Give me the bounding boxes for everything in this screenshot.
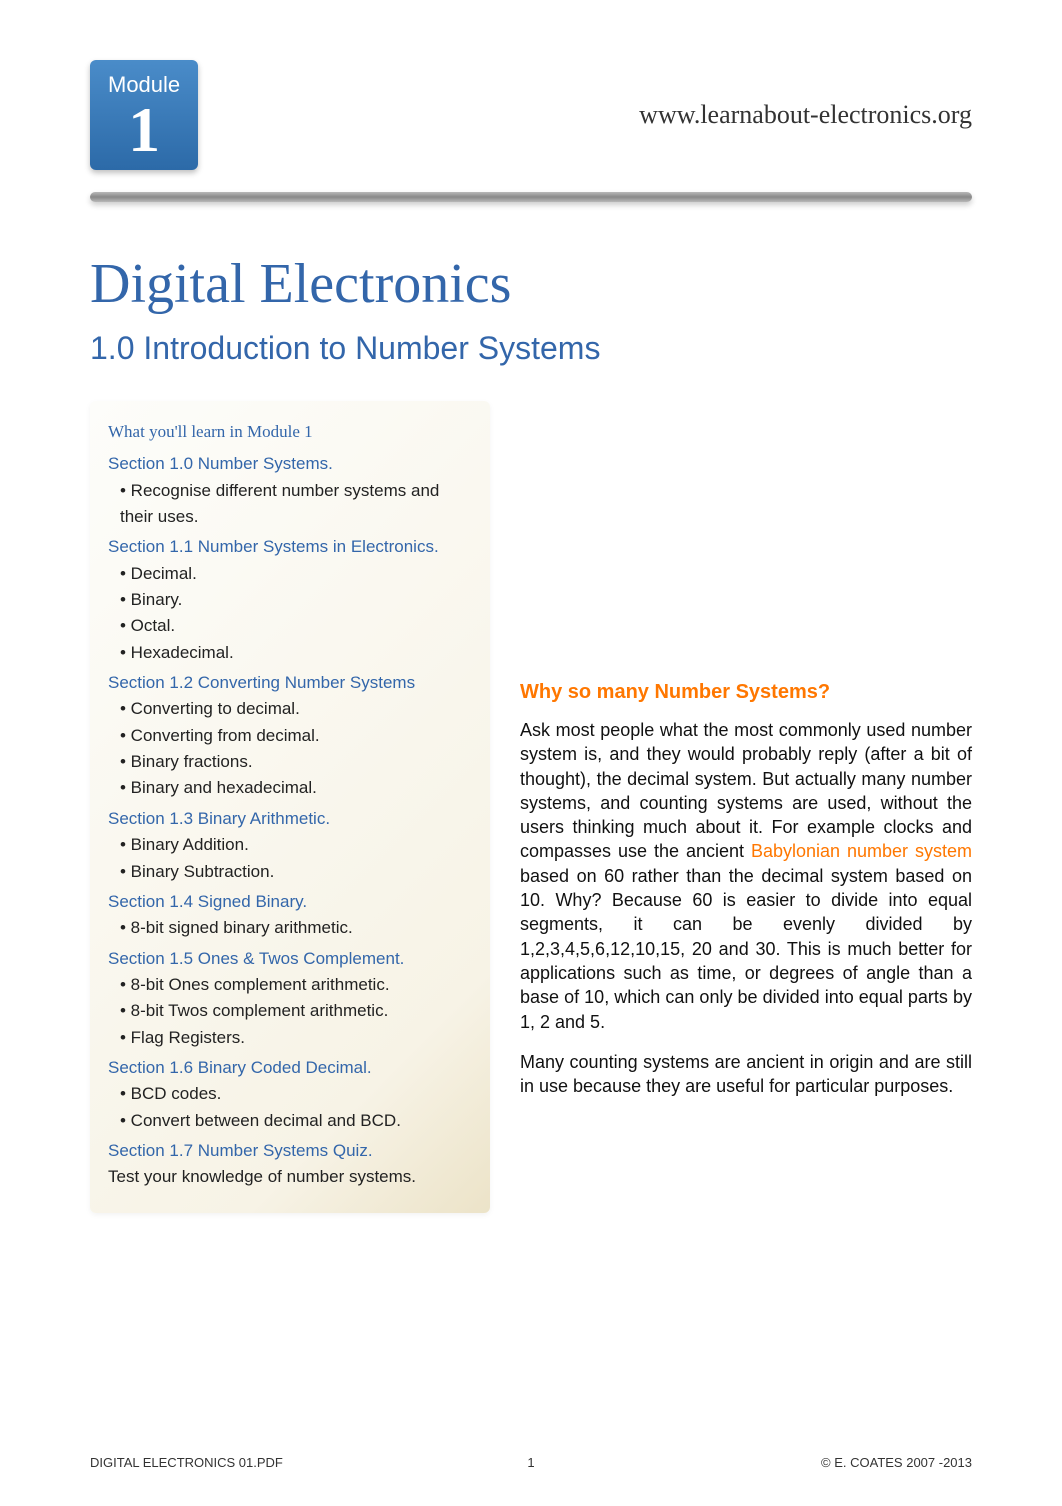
sidebar-bullet: • 8-bit Twos complement arithmetic. — [108, 998, 472, 1024]
footer-page-number: 1 — [384, 1455, 678, 1470]
main-column: Why so many Number Systems? Ask most peo… — [520, 401, 972, 1213]
content-row: What you'll learn in Module 1 Section 1.… — [90, 401, 972, 1213]
sidebar-bullet: • Converting to decimal. — [108, 696, 472, 722]
sidebar-bullet: • Binary and hexadecimal. — [108, 775, 472, 801]
page-footer: DIGITAL ELECTRONICS 01.PDF 1 © E. COATES… — [90, 1455, 972, 1470]
sidebar-bullet: • Convert between decimal and BCD. — [108, 1108, 472, 1134]
header-divider — [90, 192, 972, 202]
sidebar-bullet: • Binary fractions. — [108, 749, 472, 775]
body-paragraph: Ask most people what the most commonly u… — [520, 718, 972, 1034]
sidebar-section-link[interactable]: Section 1.6 Binary Coded Decimal. — [108, 1055, 472, 1081]
footer-filename: DIGITAL ELECTRONICS 01.PDF — [90, 1455, 384, 1470]
sidebar-section-link[interactable]: Section 1.7 Number Systems Quiz. — [108, 1138, 472, 1164]
sidebar-learn-box: What you'll learn in Module 1 Section 1.… — [90, 401, 490, 1213]
page-subtitle: 1.0 Introduction to Number Systems — [90, 330, 972, 367]
section-heading: Why so many Number Systems? — [520, 681, 972, 704]
sidebar-bullet: • Decimal. — [108, 561, 472, 587]
sidebar-bullet: • Hexadecimal. — [108, 640, 472, 666]
module-number: 1 — [108, 98, 180, 162]
sidebar-section-link[interactable]: Section 1.0 Number Systems. — [108, 451, 472, 477]
sidebar-bullet: • Binary Addition. — [108, 832, 472, 858]
para-text: based on 60 rather than the decimal syst… — [520, 866, 972, 1032]
sidebar-bullet: • 8-bit signed binary arithmetic. — [108, 915, 472, 941]
page-title: Digital Electronics — [90, 252, 972, 316]
site-url[interactable]: www.learnabout-electronics.org — [639, 100, 972, 130]
sidebar-title: What you'll learn in Module 1 — [108, 419, 472, 445]
sidebar-bullet: • Binary. — [108, 587, 472, 613]
sidebar-section-link[interactable]: Section 1.1 Number Systems in Electronic… — [108, 534, 472, 560]
sidebar-section-link[interactable]: Section 1.4 Signed Binary. — [108, 889, 472, 915]
sidebar-section-link[interactable]: Section 1.5 Ones & Twos Complement. — [108, 946, 472, 972]
sidebar-bullet: • BCD codes. — [108, 1081, 472, 1107]
inline-link-babylonian[interactable]: Babylonian number system — [751, 841, 972, 861]
sidebar-bullet: • Binary Subtraction. — [108, 859, 472, 885]
sidebar-bullet: • Recognise different number systems and… — [108, 478, 472, 531]
sidebar-section-link[interactable]: Section 1.2 Converting Number Systems — [108, 670, 472, 696]
module-badge: Module 1 — [90, 60, 198, 170]
sidebar-section-link[interactable]: Section 1.3 Binary Arithmetic. — [108, 806, 472, 832]
sidebar-footer-text: Test your knowledge of number systems. — [108, 1164, 472, 1190]
sidebar-bullet: • Flag Registers. — [108, 1025, 472, 1051]
sidebar-bullet: • Converting from decimal. — [108, 723, 472, 749]
sidebar-bullet: • 8-bit Ones complement arithmetic. — [108, 972, 472, 998]
footer-copyright: © E. COATES 2007 -2013 — [678, 1455, 972, 1470]
sidebar-bullet: • Octal. — [108, 613, 472, 639]
body-paragraph: Many counting systems are ancient in ori… — [520, 1050, 972, 1099]
